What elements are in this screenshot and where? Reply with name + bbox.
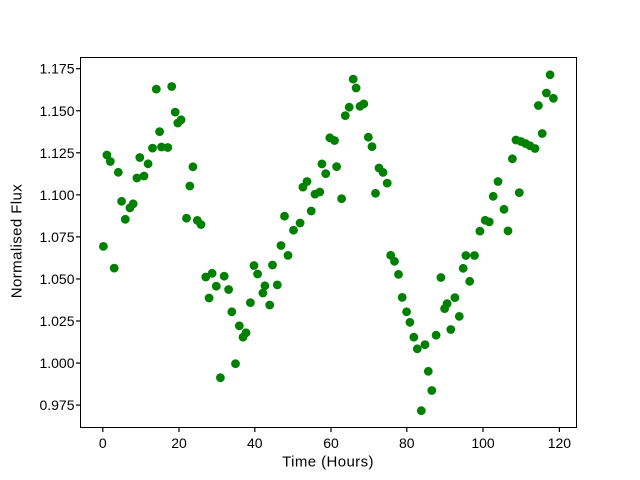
svg-text:1.075: 1.075 <box>39 229 74 245</box>
svg-text:1.150: 1.150 <box>39 103 74 119</box>
svg-text:0: 0 <box>99 435 107 451</box>
svg-text:1.125: 1.125 <box>39 145 74 161</box>
svg-text:1.025: 1.025 <box>39 313 74 329</box>
svg-text:20: 20 <box>171 435 187 451</box>
svg-text:0.975: 0.975 <box>39 397 74 413</box>
svg-text:Normalised Flux: Normalised Flux <box>9 184 26 298</box>
svg-text:60: 60 <box>323 435 339 451</box>
svg-text:1.000: 1.000 <box>39 355 74 371</box>
svg-text:1.175: 1.175 <box>39 61 74 77</box>
svg-text:120: 120 <box>548 435 572 451</box>
svg-text:40: 40 <box>247 435 263 451</box>
svg-text:1.050: 1.050 <box>39 271 74 287</box>
svg-text:1.100: 1.100 <box>39 187 74 203</box>
svg-text:Time (Hours): Time (Hours) <box>282 454 374 471</box>
svg-text:100: 100 <box>471 435 495 451</box>
svg-text:80: 80 <box>399 435 415 451</box>
